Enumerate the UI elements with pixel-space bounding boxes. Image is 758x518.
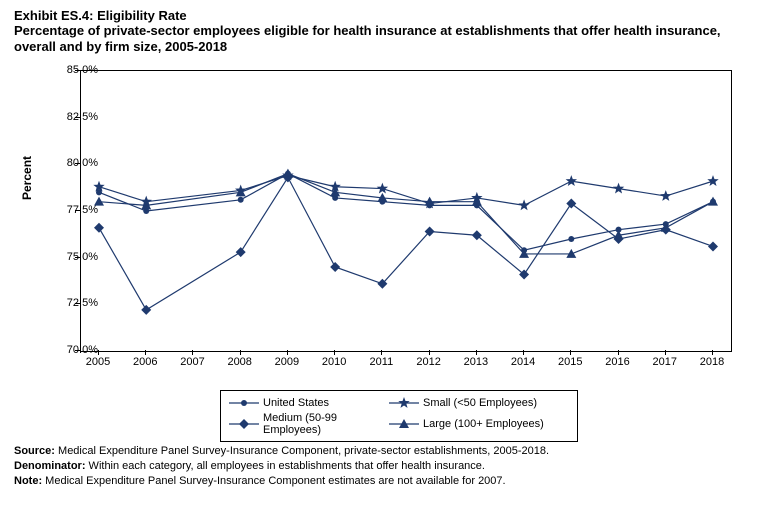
x-tick-label: 2005 — [86, 356, 110, 368]
x-tick-label: 2006 — [133, 356, 157, 368]
x-tick-label: 2017 — [653, 356, 677, 368]
x-tick-label: 2014 — [511, 356, 535, 368]
chart-svg — [81, 71, 731, 351]
legend-swatch — [389, 396, 419, 410]
legend-label: United States — [263, 397, 329, 409]
x-tick-label: 2015 — [558, 356, 582, 368]
x-tick-label: 2018 — [700, 356, 724, 368]
x-tick-label: 2011 — [370, 356, 394, 368]
x-tick-label: 2012 — [416, 356, 440, 368]
legend-item: Small (<50 Employees) — [389, 396, 549, 410]
x-tick-label: 2016 — [605, 356, 629, 368]
legend-label: Large (100+ Employees) — [423, 418, 544, 430]
note-text: Medical Expenditure Panel Survey-Insuran… — [42, 475, 505, 487]
footnote-denominator: Denominator: Within each category, all e… — [14, 459, 744, 474]
legend-label: Small (<50 Employees) — [423, 397, 537, 409]
legend-swatch — [229, 417, 259, 431]
footnote-source: Source: Medical Expenditure Panel Survey… — [14, 444, 744, 459]
note-label: Note: — [14, 475, 42, 487]
legend-box: United States Small (<50 Employees) Medium… — [220, 390, 578, 442]
footnote-note: Note: Medical Expenditure Panel Survey-I… — [14, 474, 744, 489]
legend-item: Medium (50-99 Employees) — [229, 412, 389, 436]
source-text: Medical Expenditure Panel Survey-Insuran… — [55, 445, 549, 457]
legend-label: Medium (50-99 Employees) — [263, 412, 389, 436]
exhibit-subtitle: Percentage of private-sector employees e… — [14, 23, 744, 56]
x-tick-label: 2009 — [275, 356, 299, 368]
y-axis-label: Percent — [20, 156, 34, 200]
x-tick-label: 2013 — [464, 356, 488, 368]
x-tick-label: 2010 — [322, 356, 346, 368]
source-label: Source: — [14, 445, 55, 457]
chart-plot-area — [80, 70, 732, 352]
legend-item: United States — [229, 396, 389, 410]
denom-text: Within each category, all employees in e… — [86, 460, 485, 472]
legend-item: Large (100+ Employees) — [389, 412, 549, 436]
denom-label: Denominator: — [14, 460, 86, 472]
legend-row: United States Small (<50 Employees) Medium… — [229, 395, 569, 437]
exhibit-title: Exhibit ES.4: Eligibility Rate — [14, 8, 744, 23]
x-tick-label: 2008 — [227, 356, 251, 368]
footnotes: Source: Medical Expenditure Panel Survey… — [14, 444, 744, 489]
title-block: Exhibit ES.4: Eligibility Rate Percentag… — [14, 8, 744, 56]
legend-swatch — [389, 417, 419, 431]
legend-swatch — [229, 396, 259, 410]
x-tick-label: 2007 — [180, 356, 204, 368]
